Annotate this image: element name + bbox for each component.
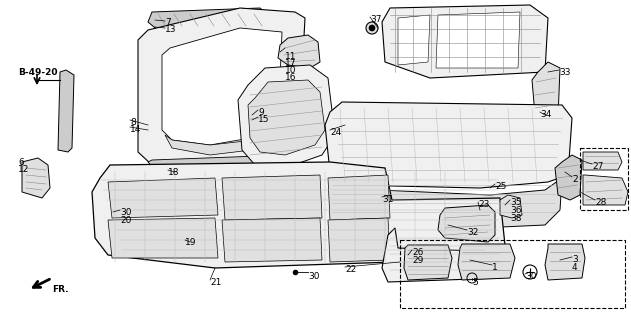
- Polygon shape: [92, 162, 505, 268]
- Polygon shape: [545, 244, 585, 280]
- Polygon shape: [382, 228, 508, 282]
- Text: 27: 27: [592, 162, 603, 171]
- Text: 3: 3: [572, 255, 578, 264]
- Polygon shape: [458, 244, 515, 280]
- Text: 21: 21: [210, 278, 221, 287]
- Circle shape: [366, 22, 378, 34]
- Text: FR.: FR.: [52, 285, 69, 294]
- Text: 30: 30: [525, 272, 536, 281]
- Text: 7: 7: [165, 18, 171, 27]
- Polygon shape: [248, 80, 325, 155]
- Text: 8: 8: [130, 118, 136, 127]
- Text: 26: 26: [412, 248, 423, 257]
- Polygon shape: [532, 62, 560, 122]
- Text: 19: 19: [185, 238, 196, 247]
- Bar: [580, 148, 628, 210]
- Text: 5: 5: [472, 278, 478, 287]
- Text: 30: 30: [120, 208, 131, 217]
- Polygon shape: [165, 135, 272, 155]
- Polygon shape: [436, 12, 520, 68]
- Text: 25: 25: [495, 182, 506, 191]
- Text: 33: 33: [559, 68, 570, 77]
- Polygon shape: [328, 175, 390, 220]
- Polygon shape: [222, 175, 322, 220]
- Text: 35: 35: [510, 198, 521, 207]
- Text: 12: 12: [18, 165, 30, 174]
- Polygon shape: [500, 195, 522, 218]
- Text: 20: 20: [120, 216, 131, 225]
- Text: 30: 30: [308, 272, 319, 281]
- Polygon shape: [325, 175, 562, 228]
- Text: 17: 17: [285, 59, 297, 68]
- Polygon shape: [138, 8, 305, 168]
- Text: B-49-20: B-49-20: [18, 68, 57, 77]
- Polygon shape: [398, 15, 430, 65]
- Polygon shape: [404, 245, 452, 280]
- Text: 14: 14: [130, 125, 141, 134]
- Text: 24: 24: [330, 128, 341, 137]
- Polygon shape: [325, 102, 572, 188]
- Text: 37: 37: [370, 15, 382, 24]
- Bar: [400, 240, 625, 308]
- Text: 10: 10: [285, 66, 297, 75]
- Text: 4: 4: [572, 263, 577, 272]
- Polygon shape: [438, 205, 495, 242]
- Text: 29: 29: [412, 256, 423, 265]
- Polygon shape: [222, 218, 322, 262]
- Polygon shape: [58, 70, 74, 152]
- Text: 28: 28: [595, 198, 606, 207]
- Text: 6: 6: [18, 158, 24, 167]
- Text: 2: 2: [572, 175, 577, 184]
- Polygon shape: [555, 155, 582, 200]
- Text: 31: 31: [382, 195, 394, 204]
- Polygon shape: [162, 28, 282, 145]
- Text: 36: 36: [510, 206, 521, 215]
- Polygon shape: [148, 8, 272, 32]
- Polygon shape: [278, 35, 320, 68]
- Text: 11: 11: [285, 52, 297, 61]
- Text: 22: 22: [345, 265, 357, 274]
- Polygon shape: [108, 178, 218, 218]
- Text: 16: 16: [285, 73, 297, 82]
- Polygon shape: [382, 5, 548, 78]
- Text: 13: 13: [165, 25, 177, 34]
- Polygon shape: [583, 152, 622, 170]
- Polygon shape: [148, 155, 292, 170]
- Text: 9: 9: [258, 108, 264, 117]
- Polygon shape: [583, 175, 628, 205]
- Text: 18: 18: [168, 168, 179, 177]
- Text: 1: 1: [492, 263, 498, 272]
- Polygon shape: [108, 218, 218, 258]
- Text: 32: 32: [467, 228, 478, 237]
- Polygon shape: [22, 158, 50, 198]
- Text: 34: 34: [540, 110, 551, 119]
- Circle shape: [369, 25, 375, 31]
- Polygon shape: [238, 65, 335, 168]
- Text: 38: 38: [510, 214, 521, 223]
- Polygon shape: [328, 218, 390, 262]
- Text: 15: 15: [258, 115, 269, 124]
- Text: 23: 23: [478, 200, 490, 209]
